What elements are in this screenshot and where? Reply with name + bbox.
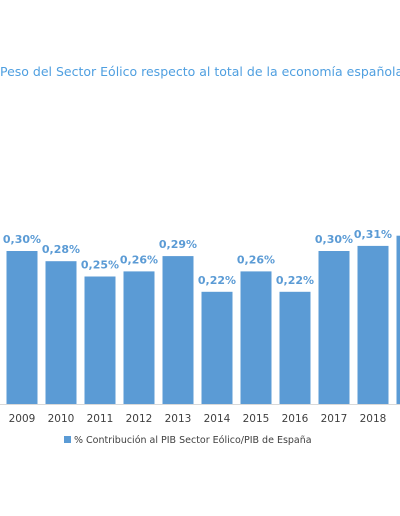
bar-2015 bbox=[240, 271, 272, 404]
x-tick-2011: 2011 bbox=[87, 413, 114, 425]
bar-2011 bbox=[84, 276, 116, 404]
bar-2014 bbox=[201, 291, 233, 404]
data-label-2018: 0,31% bbox=[354, 228, 392, 241]
bar-2010 bbox=[45, 261, 77, 404]
data-label-2015: 0,26% bbox=[237, 253, 275, 266]
x-tick-2016: 2016 bbox=[282, 413, 309, 425]
x-tick-2009: 2009 bbox=[9, 413, 36, 425]
data-label-2010: 0,28% bbox=[42, 243, 80, 256]
bar-2016 bbox=[279, 291, 311, 404]
data-label-2017: 0,30% bbox=[315, 233, 353, 246]
chart-title: Peso del Sector Eólico respecto al total… bbox=[0, 64, 400, 79]
bar-2013 bbox=[162, 256, 194, 404]
x-tick-2017: 2017 bbox=[321, 413, 348, 425]
x-tick-2018: 2018 bbox=[360, 413, 387, 425]
x-tick-2015: 2015 bbox=[243, 413, 270, 425]
bar-2009 bbox=[6, 251, 38, 404]
data-label-2014: 0,22% bbox=[198, 274, 236, 287]
x-tick-2013: 2013 bbox=[165, 413, 192, 425]
data-label-2011: 0,25% bbox=[81, 259, 119, 272]
x-tick-2010: 2010 bbox=[48, 413, 75, 425]
bar-2012 bbox=[123, 271, 155, 404]
bar-2017 bbox=[318, 251, 350, 404]
bar-2019 bbox=[396, 235, 400, 404]
legend-swatch bbox=[64, 436, 71, 443]
data-label-2012: 0,26% bbox=[120, 253, 158, 266]
data-label-2009: 0,30% bbox=[3, 233, 41, 246]
legend-label: % Contribución al PIB Sector Eólico/PIB … bbox=[74, 435, 312, 446]
data-label-2016: 0,22% bbox=[276, 274, 314, 287]
x-tick-2012: 2012 bbox=[126, 413, 153, 425]
x-tick-2014: 2014 bbox=[204, 413, 231, 425]
data-label-2013: 0,29% bbox=[159, 238, 197, 251]
bar-2018 bbox=[357, 245, 389, 404]
